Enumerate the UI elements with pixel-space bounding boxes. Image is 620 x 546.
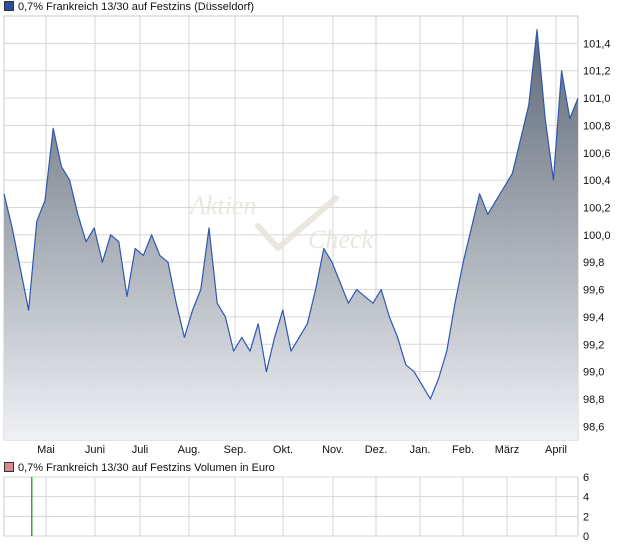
watermark-word-1: Aktien [188, 191, 256, 220]
x-tick-label: Juli [132, 444, 149, 456]
volume-plot-area [3, 476, 579, 537]
volume-y-tick-label: 0 [583, 531, 589, 543]
price-y-tick-label: 99,6 [583, 285, 604, 297]
price-series-line [3, 29, 579, 400]
price-y-tick-label: 100,6 [583, 148, 611, 160]
price-y-tick-label: 99,4 [583, 312, 604, 324]
price-y-tick-label: 101,2 [583, 66, 611, 78]
x-tick-label: Juni [85, 444, 105, 456]
volume-panel: 0 2 4 6 [3, 472, 589, 543]
x-tick-label: Sep. [224, 444, 247, 456]
price-y-tick-label: 99,8 [583, 257, 604, 269]
volume-y-tick-label: 2 [583, 511, 589, 523]
price-legend: 0,7% Frankreich 13/30 auf Festzins (Düss… [4, 0, 254, 14]
volume-y-tick-label: 4 [583, 492, 589, 504]
price-y-tick-label: 101,0 [583, 93, 611, 105]
volume-bar [31, 477, 33, 536]
x-tick-label: Dez. [365, 444, 388, 456]
watermark-check-icon [255, 195, 339, 251]
volume-y-tick-label: 6 [583, 472, 589, 484]
x-tick-label: Mai [37, 444, 55, 456]
price-panel: 98,6 98,8 99,0 99,2 99,4 99,6 99,8 100,0 100,2 10… [3, 15, 611, 456]
x-tick-label: April [545, 444, 567, 456]
price-y-tick-label: 99,0 [583, 367, 604, 379]
x-tick-label: Jan. [410, 444, 431, 456]
x-tick-label: März [495, 444, 519, 456]
price-y-tick-label: 100,0 [583, 230, 611, 242]
price-area-fill [4, 29, 578, 440]
price-y-tick-label: 98,8 [583, 394, 604, 406]
price-y-tick-label: 100,8 [583, 120, 611, 132]
aktiencheck-watermark: Aktien Check [188, 191, 373, 254]
price-y-tick-label: 98,6 [583, 421, 604, 433]
x-tick-label: Feb. [452, 444, 474, 456]
volume-legend: 0,7% Frankreich 13/30 auf Festzins Volum… [4, 461, 275, 475]
x-tick-label: Nov. [322, 444, 344, 456]
volume-legend-swatch [4, 462, 14, 472]
volume-legend-label: 0,7% Frankreich 13/30 auf Festzins Volum… [18, 462, 275, 474]
price-y-tick-label: 99,2 [583, 339, 604, 351]
x-tick-label: Okt. [273, 444, 293, 456]
x-tick-label: Aug. [178, 444, 201, 456]
price-y-tick-label: 100,2 [583, 202, 611, 214]
price-y-tick-label: 101,4 [583, 38, 611, 50]
watermark-word-2: Check [308, 225, 373, 254]
price-legend-swatch [4, 1, 14, 11]
price-y-tick-label: 100,4 [583, 175, 611, 187]
price-legend-label: 0,7% Frankreich 13/30 auf Festzins (Düss… [18, 1, 254, 13]
